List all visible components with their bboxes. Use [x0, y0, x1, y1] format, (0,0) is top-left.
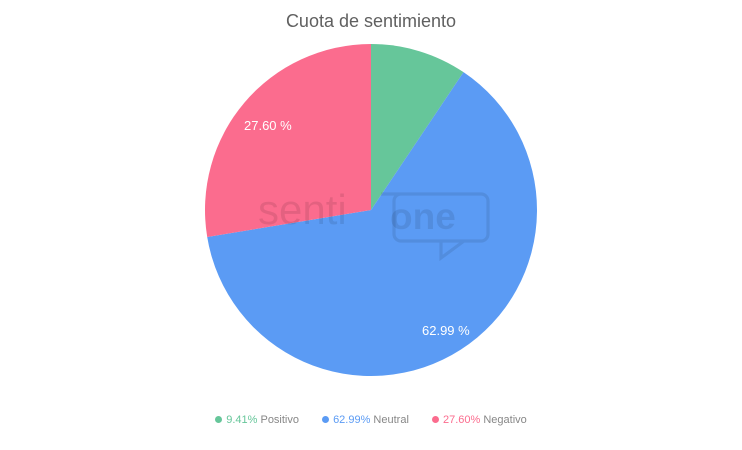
svg-text:one: one [390, 196, 456, 237]
svg-text:senti: senti [258, 186, 347, 233]
